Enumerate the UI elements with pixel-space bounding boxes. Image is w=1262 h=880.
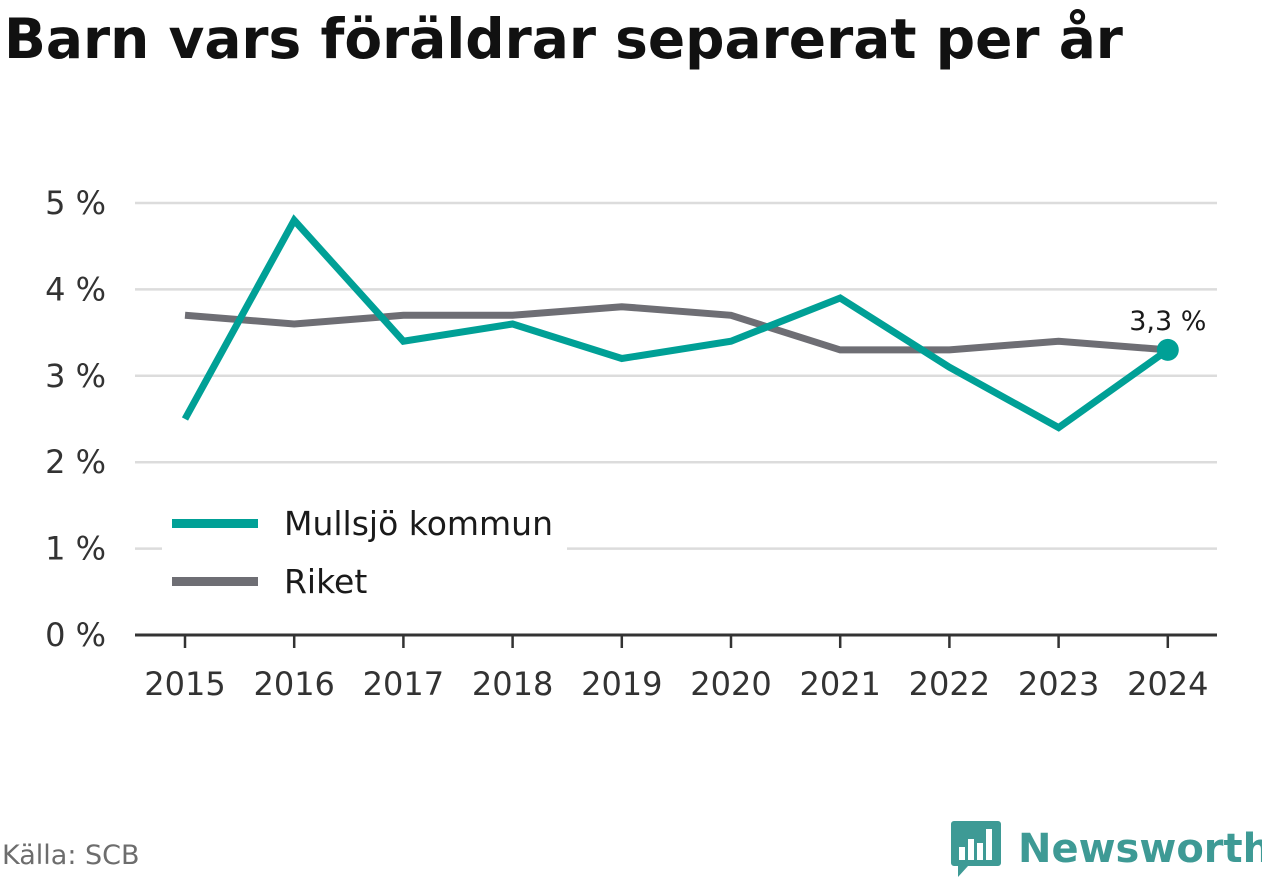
x-tick-label-2021: 2021 <box>799 665 880 703</box>
x-tick-label-2022: 2022 <box>909 665 990 703</box>
x-tick-label-2024: 2024 <box>1127 665 1208 703</box>
bar-chart-speech-bubble-icon <box>951 821 1001 877</box>
series-line-riket <box>184 303 1169 354</box>
legend-label-riket: Riket <box>284 561 368 601</box>
x-tick-label-2019: 2019 <box>581 665 662 703</box>
legend-item-mullsjo: Mullsjö kommun <box>172 494 553 552</box>
legend-swatch-riket <box>172 576 258 586</box>
x-tick-label-2018: 2018 <box>472 665 553 703</box>
chart-title: Barn vars föräldrar separerat per år <box>4 7 1123 71</box>
annotations: 3,3 % <box>1129 306 1206 361</box>
legend: Mullsjö kommun Riket <box>162 490 568 614</box>
highlight-point-2024 <box>1156 338 1179 361</box>
legend-swatch-mullsjo <box>172 518 258 528</box>
x-tick-label-2017: 2017 <box>363 665 444 703</box>
x-tick-label-2023: 2023 <box>1018 665 1099 703</box>
axes: 0 % 1 % 2 % 3 % 4 % 5 % 2015 2016 2017 2018 2019 20… <box>45 184 1217 703</box>
data-label-2024: 3,3 % <box>1129 306 1206 337</box>
series-line-mullsjo <box>181 214 1170 432</box>
brand-name: Newsworthy <box>1018 826 1262 872</box>
x-tick-label-2016: 2016 <box>253 665 334 703</box>
series-lines <box>181 214 1170 432</box>
y-tick-label-3: 3 % <box>45 357 106 395</box>
y-tick-label-1: 1 % <box>45 530 106 568</box>
x-tick-label-2015: 2015 <box>144 665 225 703</box>
x-tick-label-2020: 2020 <box>690 665 771 703</box>
y-tick-label-4: 4 % <box>45 270 106 308</box>
legend-item-riket: Riket <box>172 552 553 610</box>
y-tick-label-5: 5 % <box>45 184 106 222</box>
y-tick-label-2: 2 % <box>45 443 106 481</box>
source-note: Källa: SCB <box>2 840 140 871</box>
y-tick-label-0: 0 % <box>45 616 106 654</box>
brand-logo: Newsworthy <box>950 818 1262 880</box>
legend-label-mullsjo: Mullsjö kommun <box>284 503 554 543</box>
